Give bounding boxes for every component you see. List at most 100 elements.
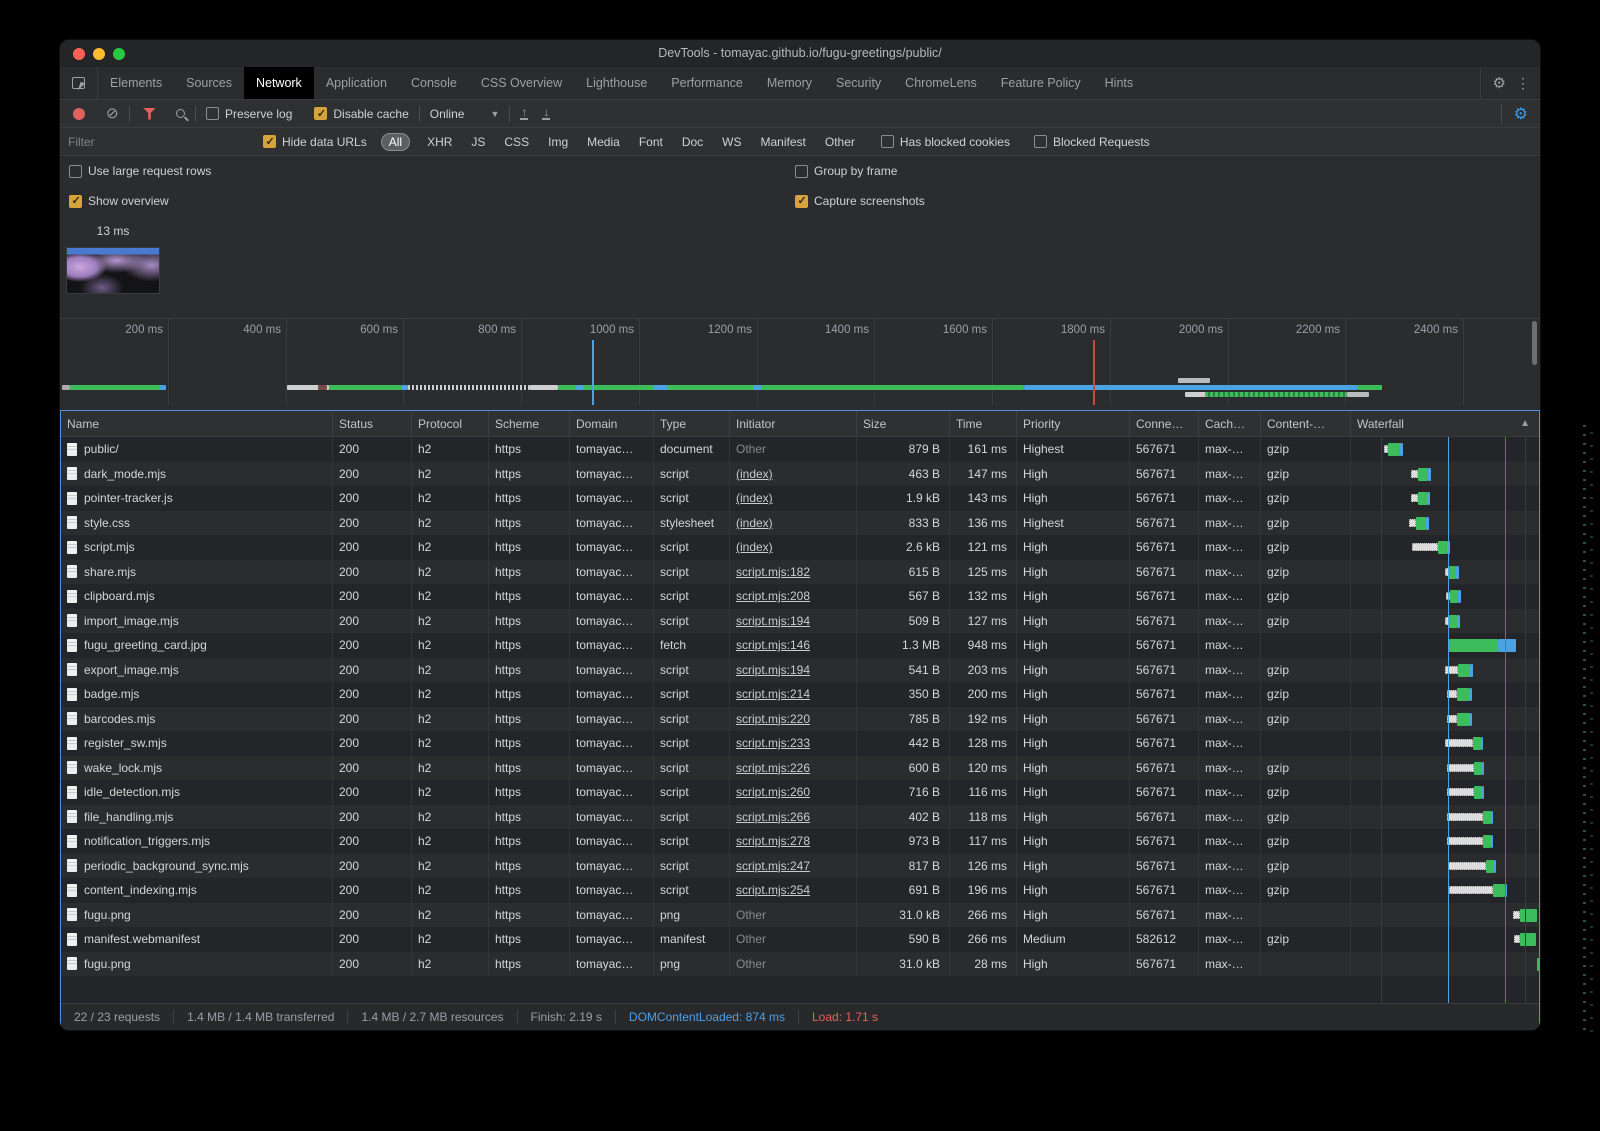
column-header-priority[interactable]: Priority <box>1017 411 1130 436</box>
initiator-link[interactable]: script.mjs:226 <box>736 760 811 775</box>
screenshot-thumbnail[interactable] <box>66 247 160 294</box>
table-row[interactable]: public/200 h2 https tomayac… document Other 87… <box>61 437 1539 462</box>
request-name[interactable]: pointer-tracker.js <box>84 491 173 506</box>
initiator-link[interactable]: (index) <box>736 540 773 555</box>
use-large-request-rows-checkbox[interactable]: Use large request rows <box>69 164 211 178</box>
initiator-link[interactable]: script.mjs:233 <box>736 736 811 751</box>
initiator-link[interactable]: script.mjs:247 <box>736 858 811 873</box>
checkbox-icon[interactable] <box>263 135 276 148</box>
tab-feature-policy[interactable]: Feature Policy <box>1000 76 1081 90</box>
initiator-link[interactable]: (index) <box>736 515 773 530</box>
table-row[interactable]: badge.mjs 200 h2 https tomayac… script script.… <box>61 682 1539 707</box>
filter-type-manifest[interactable]: Manifest <box>760 134 806 149</box>
tab-application[interactable]: Application <box>325 76 387 90</box>
overview-scrollbar-thumb[interactable] <box>1532 321 1537 365</box>
initiator-link[interactable]: script.mjs:266 <box>736 809 811 824</box>
checkbox-icon[interactable] <box>880 135 894 148</box>
request-name[interactable]: register_sw.mjs <box>84 736 167 751</box>
sort-ascending-icon[interactable]: ▲ <box>1520 418 1530 429</box>
table-row[interactable]: register_sw.mjs 200 h2 https tomayac… script s… <box>61 731 1539 756</box>
initiator-link[interactable]: script.mjs:278 <box>736 834 811 849</box>
initiator-link[interactable]: script.mjs:146 <box>736 638 811 653</box>
column-header-status[interactable]: Status <box>333 411 412 436</box>
request-name[interactable]: dark_mode.mjs <box>84 466 167 481</box>
more-options-icon[interactable]: ⋮ <box>1516 74 1530 91</box>
settings-gear-icon[interactable]: ⚙ <box>1492 75 1506 92</box>
initiator-link[interactable]: script.mjs:214 <box>736 687 811 702</box>
record-button[interactable] <box>73 107 85 120</box>
tab-console[interactable]: Console <box>410 76 457 90</box>
filter-type-xhr[interactable]: XHR <box>427 134 453 149</box>
request-name[interactable]: public/ <box>84 442 119 457</box>
filter-type-all[interactable]: All <box>380 132 411 151</box>
disable-cache-checkbox[interactable]: Disable cache <box>314 107 409 121</box>
table-row[interactable]: clipboard.mjs 200 h2 https tomayac… script scr… <box>61 584 1539 609</box>
tab-lighthouse[interactable]: Lighthouse <box>586 76 648 90</box>
tab-chromelens[interactable]: ChromeLens <box>905 76 977 90</box>
request-name[interactable]: fugu.png <box>84 956 131 971</box>
table-row[interactable]: style.css 200 h2 https tomayac… stylesheet (in… <box>61 510 1539 535</box>
minimize-window-button[interactable] <box>93 48 105 60</box>
column-header-time[interactable]: Time <box>950 411 1017 436</box>
initiator-link[interactable]: (index) <box>736 466 773 481</box>
request-name[interactable]: fugu_greeting_card.jpg <box>84 638 207 653</box>
table-row[interactable]: wake_lock.mjs 200 h2 https tomayac… script scr… <box>61 755 1539 780</box>
export-har-icon[interactable]: ↓ <box>542 105 551 120</box>
search-icon[interactable] <box>176 109 185 118</box>
table-row[interactable]: script.mjs 200 h2 https tomayac… script (index… <box>61 535 1539 560</box>
column-header-cach-[interactable]: Cach… <box>1199 411 1261 436</box>
tab-hints[interactable]: Hints <box>1104 76 1134 90</box>
column-header-protocol[interactable]: Protocol <box>412 411 489 436</box>
filter-type-img[interactable]: Img <box>548 134 569 149</box>
filter-type-css[interactable]: CSS <box>504 134 530 149</box>
filter-type-doc[interactable]: Doc <box>681 134 704 149</box>
table-row[interactable]: fugu.png 200 h2 https tomayac… png Other 31.0 k… <box>61 902 1539 927</box>
initiator-link[interactable]: (index) <box>736 491 773 506</box>
initiator-link[interactable]: script.mjs:194 <box>736 662 811 677</box>
checkbox-icon[interactable] <box>1033 135 1047 148</box>
table-row[interactable]: file_handling.mjs 200 h2 https tomayac… scrip… <box>61 804 1539 829</box>
request-name[interactable]: content_indexing.mjs <box>84 883 197 898</box>
request-name[interactable]: share.mjs <box>84 564 137 579</box>
request-name[interactable]: notification_triggers.mjs <box>84 834 211 849</box>
zoom-window-button[interactable] <box>113 48 125 60</box>
close-window-button[interactable] <box>73 48 85 60</box>
table-row[interactable]: content_indexing.mjs 200 h2 https tomayac… sc… <box>61 878 1539 903</box>
tab-performance[interactable]: Performance <box>671 76 743 90</box>
checkbox-icon[interactable] <box>314 107 328 120</box>
table-row[interactable]: pointer-tracker.js 200 h2 https tomayac… scri… <box>61 486 1539 511</box>
table-row[interactable]: export_image.mjs 200 h2 https tomayac… script… <box>61 657 1539 682</box>
tab-security[interactable]: Security <box>836 76 882 90</box>
checkbox-icon[interactable] <box>795 164 808 178</box>
request-name[interactable]: export_image.mjs <box>84 662 179 677</box>
table-row[interactable]: import_image.mjs 200 h2 https tomayac… script… <box>61 608 1539 633</box>
initiator-link[interactable]: script.mjs:220 <box>736 711 811 726</box>
column-header-content-[interactable]: Content-… <box>1261 411 1351 436</box>
request-name[interactable]: badge.mjs <box>84 687 140 702</box>
table-row[interactable]: fugu_greeting_card.jpg 200 h2 https tomayac…… <box>61 633 1539 658</box>
tab-elements[interactable]: Elements <box>110 76 163 90</box>
table-row[interactable]: share.mjs 200 h2 https tomayac… script script.… <box>61 559 1539 584</box>
table-row[interactable]: dark_mode.mjs 200 h2 https tomayac… script (in… <box>61 461 1539 486</box>
has-blocked-cookies-checkbox[interactable]: Has blocked cookies <box>880 135 1010 149</box>
initiator-link[interactable]: script.mjs:254 <box>736 883 811 898</box>
network-overview-timeline[interactable]: 200 ms 400 ms 600 ms 800 ms 1000 ms 1200 ms 14… <box>60 318 1540 405</box>
tab-sources[interactable]: Sources <box>186 76 232 90</box>
checkbox-icon[interactable] <box>69 164 82 178</box>
network-settings-gear-icon[interactable]: ⚙ <box>1500 103 1528 124</box>
column-header-domain[interactable]: Domain <box>570 411 654 436</box>
initiator-link[interactable]: script.mjs:194 <box>736 613 811 628</box>
initiator-link[interactable]: script.mjs:260 <box>736 785 811 800</box>
initiator-link[interactable]: script.mjs:182 <box>736 564 811 579</box>
request-name[interactable]: file_handling.mjs <box>84 809 174 824</box>
filter-type-ws[interactable]: WS <box>722 134 742 149</box>
request-name[interactable]: clipboard.mjs <box>84 589 155 604</box>
checkbox-icon[interactable] <box>795 194 808 208</box>
column-header-type[interactable]: Type <box>654 411 730 436</box>
initiator-link[interactable]: script.mjs:208 <box>736 589 811 604</box>
filter-type-media[interactable]: Media <box>587 134 620 149</box>
request-name[interactable]: manifest.webmanifest <box>84 932 201 947</box>
request-name[interactable]: periodic_background_sync.mjs <box>84 858 249 873</box>
table-row[interactable]: periodic_background_sync.mjs 200 h2 https to… <box>61 853 1539 878</box>
tab-css-overview[interactable]: CSS Overview <box>480 76 563 90</box>
